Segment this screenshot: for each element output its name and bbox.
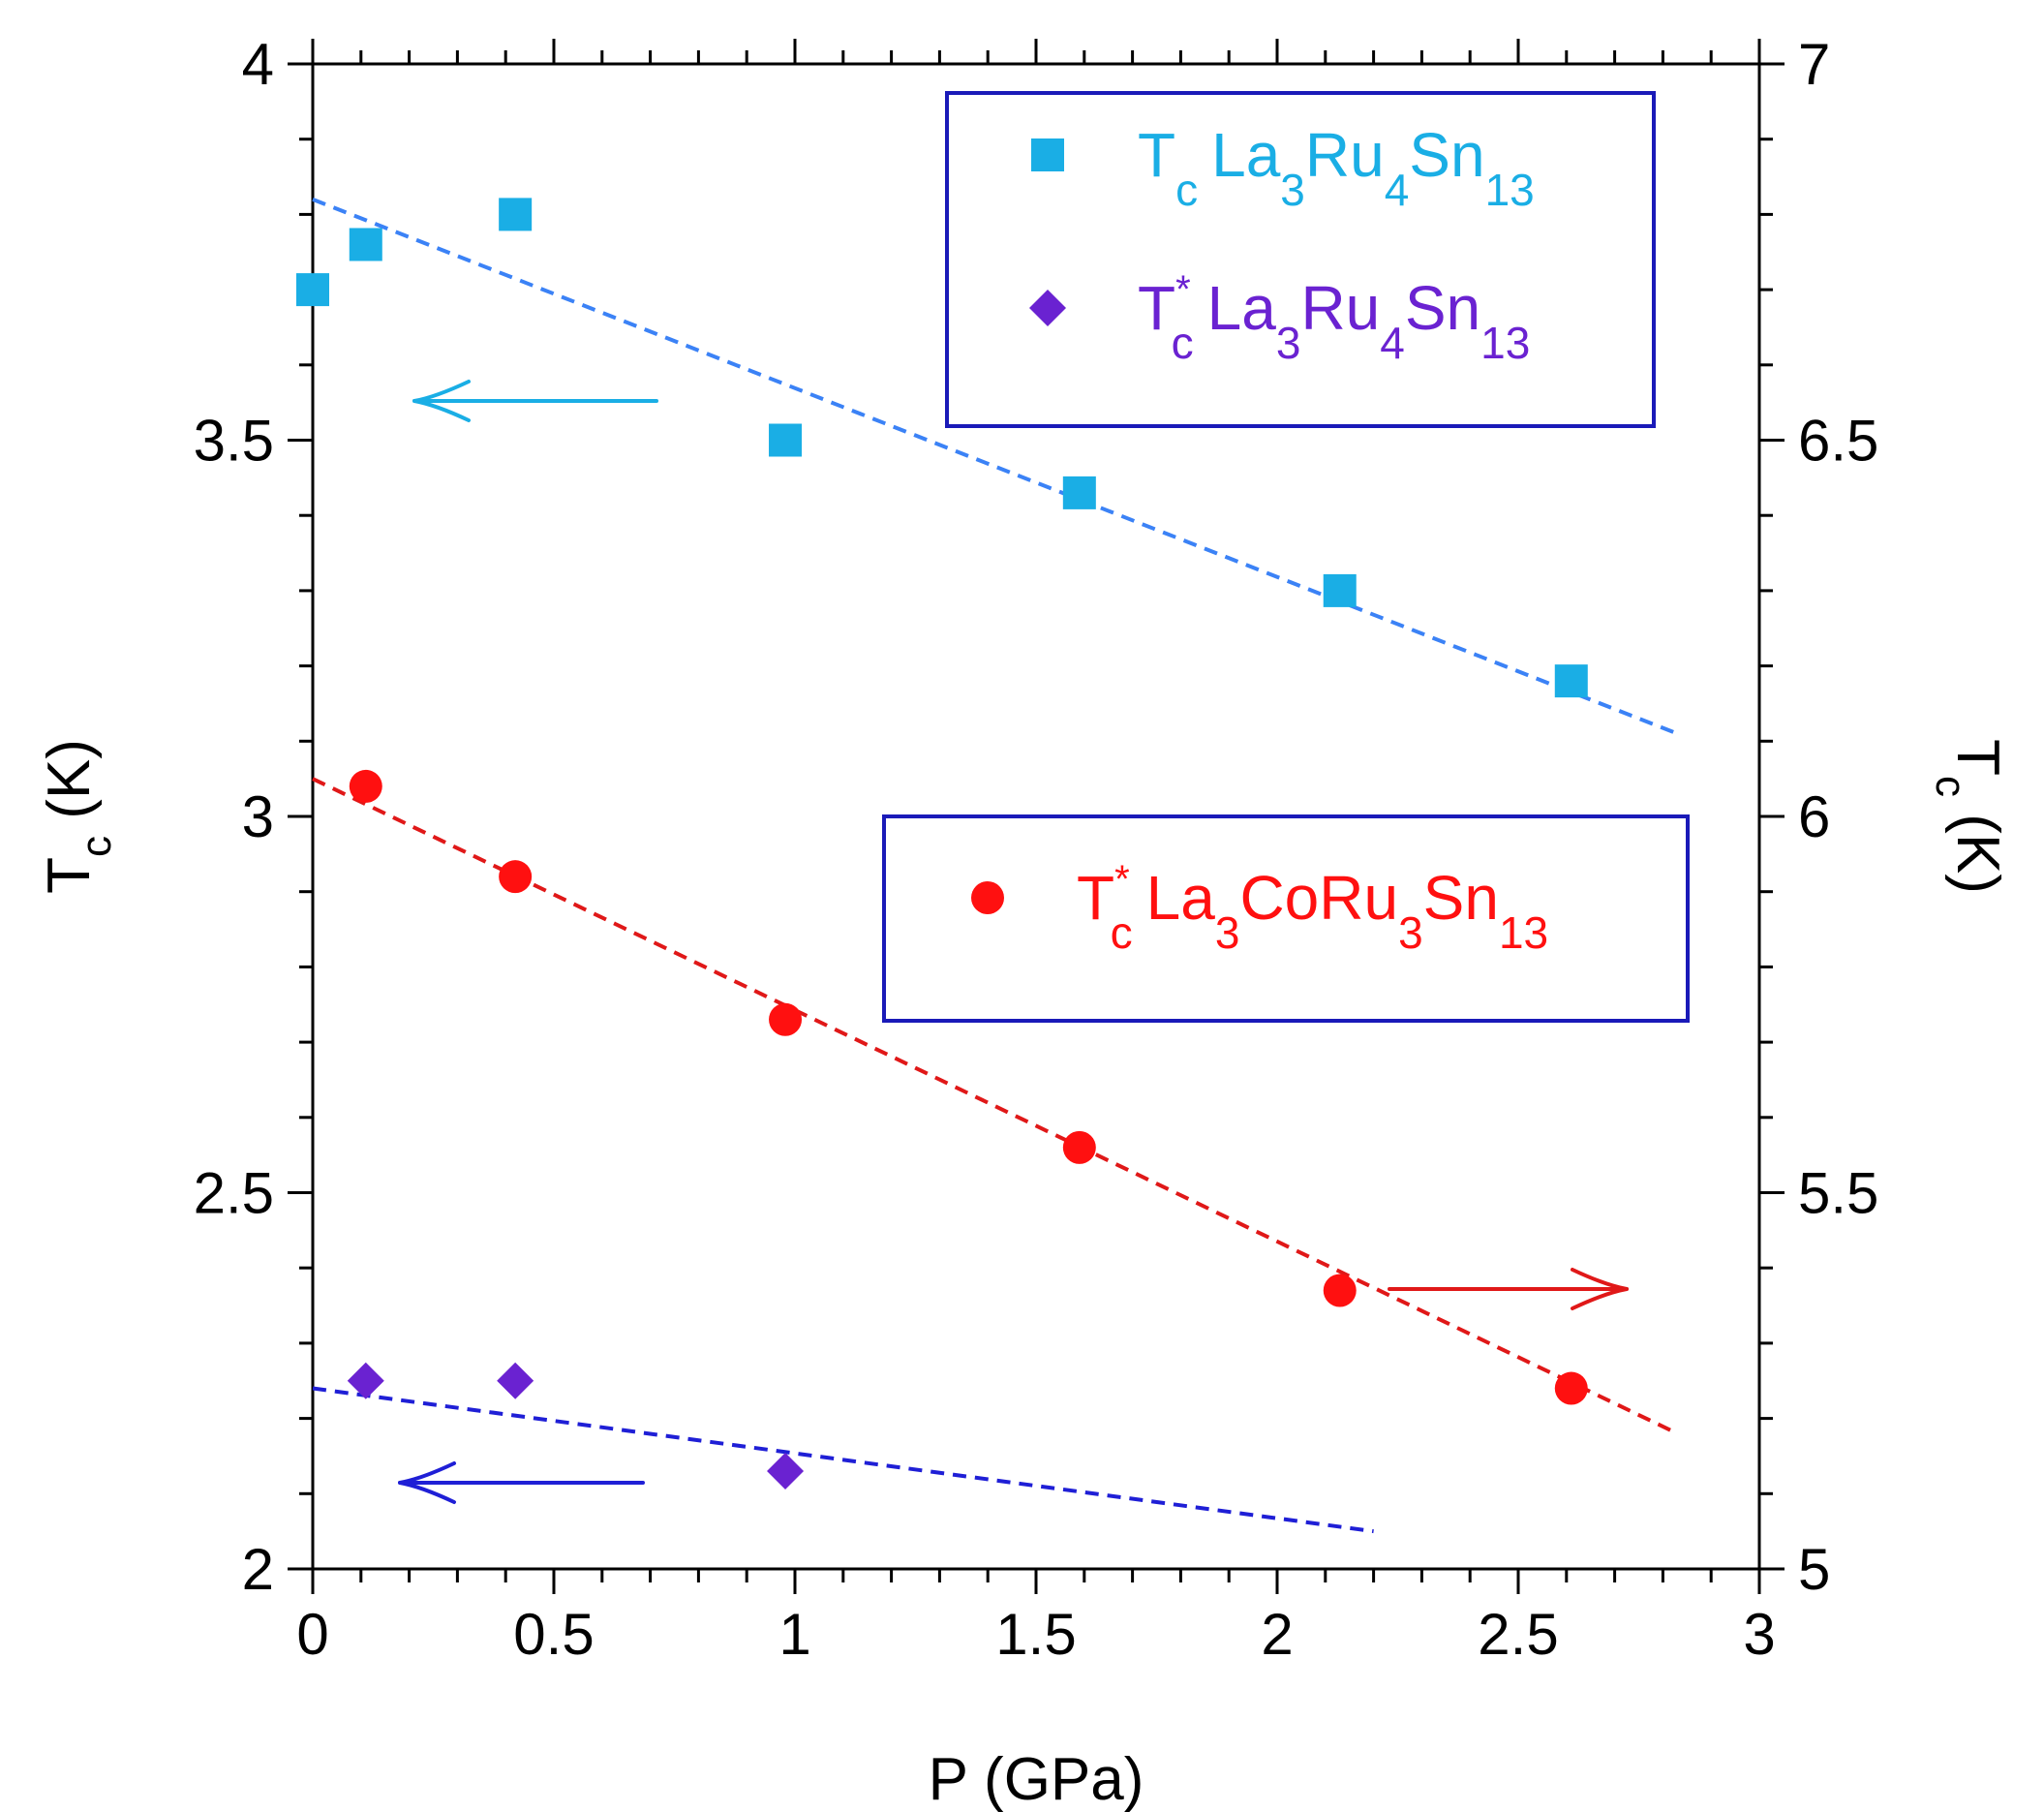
x-tick-label: 0 xyxy=(296,1602,328,1667)
y2-tick-label: 6.5 xyxy=(1798,409,1878,474)
legend-element: La xyxy=(1211,120,1281,190)
arrow-left-left xyxy=(398,1461,645,1504)
legend-element: Ru xyxy=(1300,273,1380,343)
y-axis-title-unit: (K) xyxy=(36,739,103,836)
legend-label: Tc La3Ru4Sn13 xyxy=(1138,120,1535,215)
legend-sub: c xyxy=(1175,165,1198,215)
y-axis-title-text: Tc (K) xyxy=(36,739,120,894)
data-point-square xyxy=(499,198,533,231)
x-tick-label: 1 xyxy=(778,1602,810,1667)
legend-count: 4 xyxy=(1380,318,1405,368)
y-tick-label: 3 xyxy=(242,784,274,849)
data-point-circle xyxy=(769,1002,803,1036)
series-1 xyxy=(347,1362,805,1490)
legend-element: Sn xyxy=(1409,120,1484,190)
arrow-head xyxy=(1571,1268,1629,1310)
legend-marker-square xyxy=(1031,138,1064,171)
y-axis-title-main: T xyxy=(36,857,103,894)
tick-marks xyxy=(288,39,1785,1594)
data-point-diamond xyxy=(497,1362,534,1399)
x-tick-label: 1.5 xyxy=(995,1602,1076,1667)
series-0 xyxy=(296,198,1588,698)
data-point-square xyxy=(769,423,803,457)
legend-element: Sn xyxy=(1423,863,1499,933)
legend-symbol: T xyxy=(1138,120,1175,190)
legend-marker-diamond xyxy=(1029,290,1066,326)
legend-label: T* c La3CoRu3Sn13 xyxy=(1077,858,1548,958)
data-point-square xyxy=(1062,476,1096,509)
legend-sub: c xyxy=(1111,907,1133,958)
y2-tick-label: 5.5 xyxy=(1798,1161,1878,1226)
y2-axis-title-main: T xyxy=(1944,739,2011,776)
fit-line-series-1 xyxy=(312,1386,1374,1534)
legend-element: CoRu xyxy=(1239,863,1398,933)
data-point-square xyxy=(1554,664,1588,698)
arrow-head xyxy=(412,380,471,422)
y-tick-label: 3.5 xyxy=(194,409,274,474)
arrow-head xyxy=(398,1461,456,1504)
x-tick-label: 0.5 xyxy=(513,1602,594,1667)
legend-element: La xyxy=(1207,273,1277,343)
legend-box-1: T* c La3CoRu3Sn13 xyxy=(882,814,1690,1023)
legend-sup: * xyxy=(1114,858,1130,901)
legend-element: Sn xyxy=(1405,273,1480,343)
data-point-circle xyxy=(1554,1371,1588,1405)
x-tick-label: 2 xyxy=(1261,1602,1293,1667)
y2-axis-title-sub: c xyxy=(1927,776,1974,797)
legend-count: 3 xyxy=(1276,318,1301,368)
arrow-right-right xyxy=(1388,1268,1629,1310)
y2-tick-label: 6 xyxy=(1798,784,1830,849)
y-tick-label: 2 xyxy=(242,1537,274,1602)
data-point-circle xyxy=(349,769,382,803)
legend-count: 3 xyxy=(1398,907,1423,958)
data-point-square xyxy=(349,228,382,261)
legend-count: 3 xyxy=(1215,907,1240,958)
data-point-circle xyxy=(1062,1130,1096,1164)
legend-sub: c xyxy=(1172,318,1194,368)
fit-line-series-2 xyxy=(312,777,1679,1435)
y2-axis-title: Tc (K) xyxy=(1927,739,2011,894)
data-point-square xyxy=(1323,573,1357,607)
series-2 xyxy=(349,769,1588,1405)
legend-sup: * xyxy=(1175,268,1191,311)
legend-border xyxy=(945,91,1656,428)
y2-axis-title-unit: (K) xyxy=(1944,797,2011,894)
legend-count: 13 xyxy=(1499,907,1548,958)
data-point-circle xyxy=(499,860,533,894)
data-point-circle xyxy=(1323,1274,1357,1307)
y2-tick-label: 5 xyxy=(1798,1537,1830,1602)
legend-count: 3 xyxy=(1280,165,1305,215)
data-point-diamond xyxy=(347,1362,384,1399)
legend-count: 13 xyxy=(1485,165,1535,215)
legend-symbol: T xyxy=(1138,273,1175,343)
y2-tick-label: 7 xyxy=(1798,32,1830,97)
legend-label: T* c La3Ru4Sn13 xyxy=(1138,268,1530,368)
y-axis-title-sub: c xyxy=(73,836,120,857)
legend-border xyxy=(882,814,1690,1023)
legend-marker-circle xyxy=(971,881,1004,914)
x-tick-label: 3 xyxy=(1743,1602,1775,1667)
legend-count: 13 xyxy=(1480,318,1530,368)
y2-axis-title-text: Tc (K) xyxy=(1927,739,2011,894)
y-axis-title: Tc (K) xyxy=(36,739,120,894)
arrow-left-left xyxy=(412,380,658,422)
y-tick-label: 4 xyxy=(242,32,274,97)
x-tick-label: 2.5 xyxy=(1478,1602,1558,1667)
legend-symbol: T xyxy=(1077,863,1114,933)
legend-element: La xyxy=(1146,863,1216,933)
data-point-diamond xyxy=(767,1452,805,1490)
data-point-square xyxy=(296,273,329,307)
legend-count: 4 xyxy=(1385,165,1410,215)
x-axis-title: P (GPa) xyxy=(929,1746,1144,1812)
legend-element: Ru xyxy=(1305,120,1385,190)
y-tick-label: 2.5 xyxy=(194,1161,274,1226)
